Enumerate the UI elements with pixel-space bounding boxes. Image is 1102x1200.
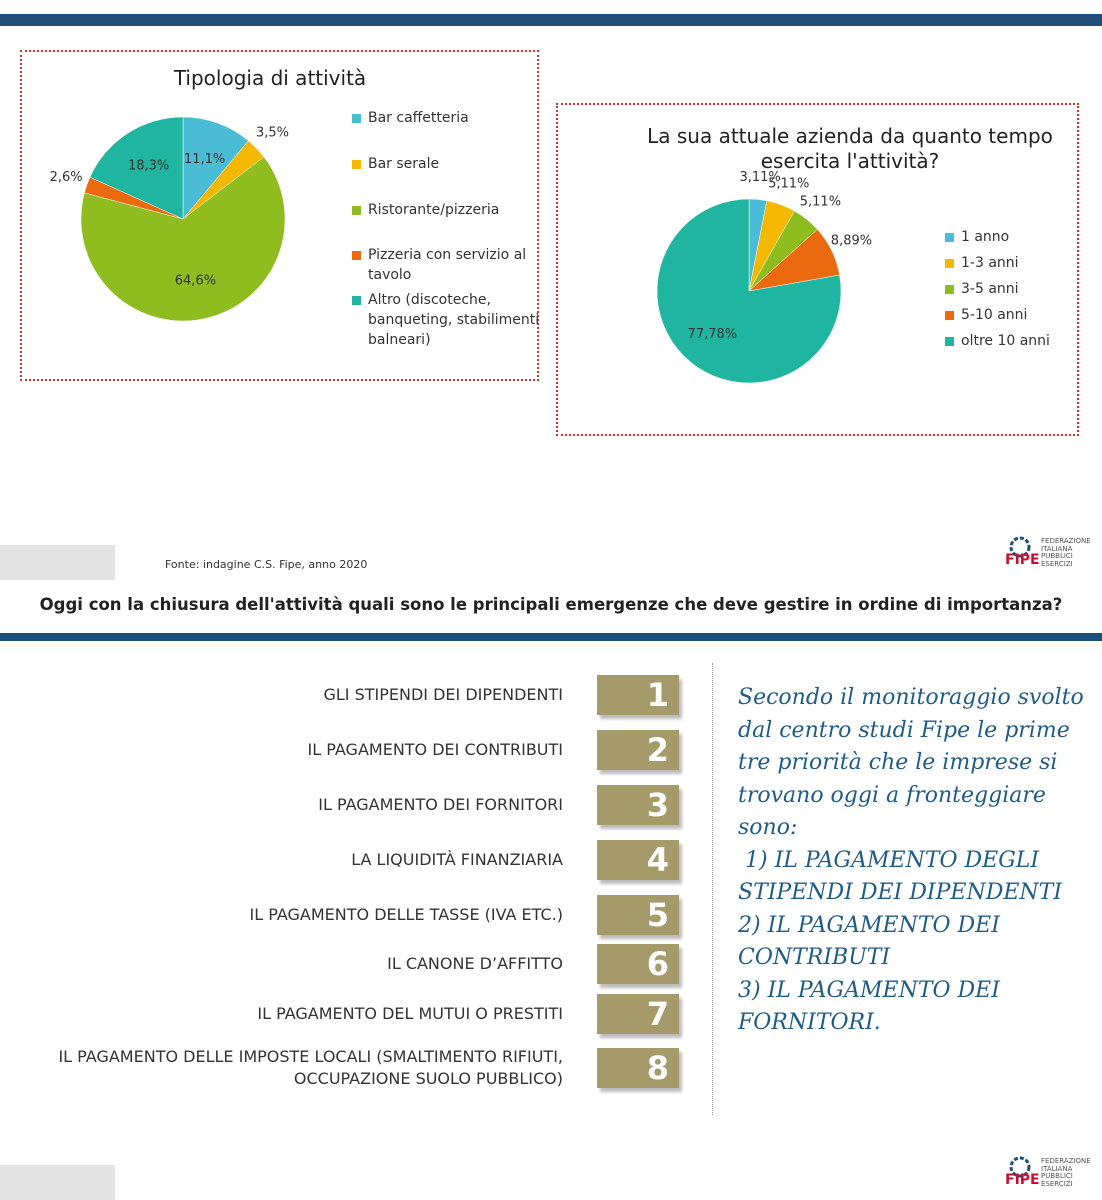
question: Oggi con la chiusura dell'attività quali… (39, 595, 1063, 614)
legend-swatch (945, 285, 954, 294)
source: Fonte: indagine C.S. Fipe, anno 2020 (165, 558, 368, 571)
data-label: 2,6% (50, 170, 83, 185)
legend-swatch (945, 311, 954, 320)
chart-title: La sua attuale azienda da quanto tempo e… (647, 124, 1053, 173)
logo-line: ESERCIZI (1041, 559, 1073, 568)
rank-badge: 7 (597, 994, 679, 1034)
rank-label: IL PAGAMENTO DELLE IMPOSTE LOCALI (SMALT… (58, 1047, 563, 1088)
rank-label: GLI STIPENDI DEI DIPENDENTI (323, 685, 563, 704)
note-line: trovano oggi a fronteggiare (738, 782, 1046, 808)
legend-label: Bar serale (368, 156, 440, 172)
note-line: FORNITORI. (738, 1010, 881, 1035)
legend-swatch (352, 251, 361, 260)
logo-line: ESERCIZI (1041, 1179, 1073, 1188)
note-line: Secondo il monitoraggio svolto (738, 685, 1084, 710)
data-label: 5,11% (768, 177, 809, 192)
logo-line: ITALIANA (1041, 1164, 1073, 1173)
divider (712, 663, 713, 1115)
rank-badge: 1 (597, 675, 679, 715)
legend-label: Ristorante/pizzeria (368, 202, 500, 218)
note-line: 1) IL PAGAMENTO DEGLI (738, 847, 1040, 873)
pie-slice (80, 156, 286, 322)
pie-slice (656, 198, 842, 384)
logo-mark (1009, 1156, 1031, 1178)
logo-line: FEDERAZIONE (1041, 1157, 1091, 1165)
logo-line: PUBBLICI (1041, 1172, 1073, 1180)
logo-line: PUBBLICI (1041, 552, 1073, 560)
legend-swatch (352, 206, 361, 215)
data-label: 18,3% (128, 158, 169, 173)
mid-bar (0, 633, 1102, 641)
logo-ring (1009, 1156, 1031, 1178)
logo-acronym: FIPE (1005, 1172, 1040, 1188)
rank-badge: 8 (597, 1048, 679, 1088)
data-label: 11,1% (184, 152, 225, 167)
legend-swatch (352, 114, 361, 123)
data-label: 3,11% (739, 170, 780, 185)
rank-label: IL PAGAMENTO DEL MUTUI O PRESTITI (257, 1004, 563, 1023)
pie-slice (182, 116, 249, 220)
logo-ring (1009, 536, 1031, 558)
logo-acronym: FIPE (1005, 552, 1040, 568)
note-line: STIPENDI DEI DIPENDENTI (738, 880, 1063, 905)
note-line: 2) IL PAGAMENTO DEI (738, 912, 1000, 938)
legend-label: 3-5 anni (961, 281, 1019, 297)
logo-text: FEDERAZIONE ITALIANA PUBBLICI ESERCIZI (1041, 537, 1101, 568)
legend-label: Bar caffetteria (368, 110, 469, 126)
legend-label: oltre 10 anni (961, 333, 1050, 349)
data-label: 64,6% (175, 274, 216, 289)
legend-swatch (945, 337, 954, 346)
chart-frame (20, 50, 539, 381)
legend-label: 1 anno (961, 229, 1010, 245)
data-label: 3,5% (256, 126, 289, 141)
note-line: 3) IL PAGAMENTO DEI (738, 977, 1000, 1003)
rank-label: IL CANONE D’AFFITTO (387, 954, 563, 973)
rank-label: IL PAGAMENTO DEI FORNITORI (318, 795, 563, 814)
note-line: tre priorità che le imprese si (738, 750, 1058, 775)
chart-frame (556, 103, 1079, 436)
logo-line: FEDERAZIONE (1041, 537, 1091, 545)
chart-title: Tipologia di attività (173, 66, 367, 90)
data-label: 77,78% (688, 327, 738, 342)
rank-badge: 2 (597, 730, 679, 770)
legend-label: 1-3 anni (961, 255, 1019, 271)
logo-mark (1009, 536, 1031, 558)
rank-label: IL PAGAMENTO DELLE TASSE (IVA ETC.) (249, 905, 563, 924)
rank-label: IL PAGAMENTO DEI CONTRIBUTI (307, 740, 563, 759)
legend-label: Altro (discoteche, banqueting, stabilime… (368, 292, 540, 348)
logo-line: ITALIANA (1041, 544, 1073, 553)
data-label: 8,89% (831, 234, 872, 249)
rank-badge: 5 (597, 895, 679, 935)
legend-label: 5-10 anni (961, 307, 1028, 323)
legend-swatch (352, 160, 361, 169)
top-bar (0, 14, 1102, 26)
grey-box (0, 545, 115, 580)
legend-label: Pizzeria con servizio al tavolo (368, 247, 527, 283)
logo-text: FEDERAZIONE ITALIANA PUBBLICI ESERCIZI (1041, 1157, 1101, 1188)
rank-badge: 3 (597, 785, 679, 825)
legend-swatch (352, 296, 361, 305)
note-line: CONTRIBUTI (738, 945, 891, 970)
data-label: 5,11% (800, 195, 841, 210)
rank-badge: 6 (597, 944, 679, 984)
legend-swatch (945, 233, 954, 242)
rank-badge: 4 (597, 840, 679, 880)
grey-box (0, 1165, 115, 1200)
pie-slice (89, 116, 184, 220)
note-line: sono: (738, 815, 798, 840)
note-line: dal centro studi Fipe le prime (738, 717, 1070, 743)
charts: 11,1%3,5%64,6%2,6%18,3%3,11%5,11%5,11%8,… (50, 116, 872, 384)
rank-label: LA LIQUIDITÀ FINANZIARIA (351, 850, 563, 869)
legend-swatch (945, 259, 954, 268)
